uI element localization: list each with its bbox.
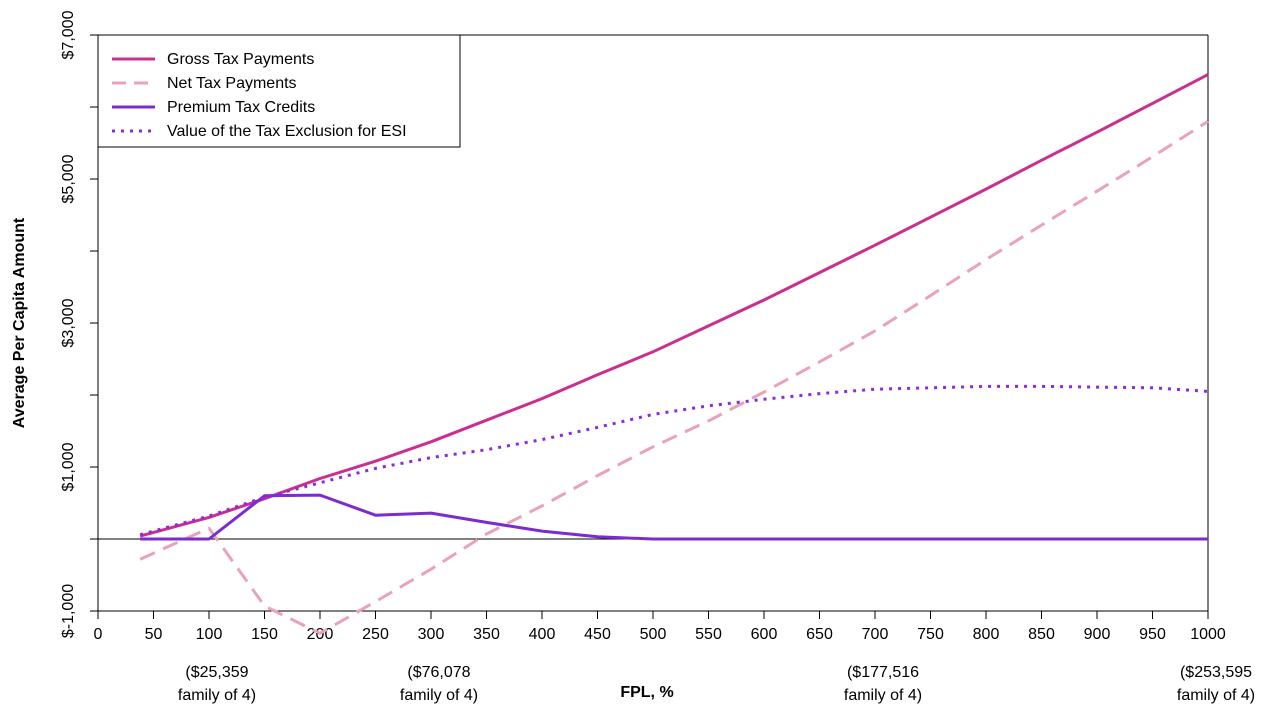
legend-label: Premium Tax Credits: [167, 99, 315, 116]
x-tick-label: 950: [1139, 626, 1166, 643]
x-tick-label: 400: [529, 626, 556, 643]
x-tick-label: 250: [362, 626, 389, 643]
x-tick-label: 350: [473, 626, 500, 643]
y-tick-label: $7,000: [60, 10, 77, 59]
x-axis-annotations: ($25,359 family of 4) ($76,078 family of 4)…: [178, 664, 1255, 704]
x-annotation-line2: family of 4): [844, 687, 922, 704]
x-tick-label: 50: [145, 626, 163, 643]
y-axis-title: Average Per Capita Amount: [11, 217, 28, 428]
x-tick-label: 100: [196, 626, 223, 643]
series-line-3: [140, 493, 1208, 541]
x-annotation-line2: family of 4): [400, 687, 478, 704]
x-annotation-line1: ($253,595: [1180, 664, 1252, 681]
y-axis-ticks: $-1,000 $1,000 $3,000 $5,000 $7,000: [60, 10, 98, 638]
legend-label: Value of the Tax Exclusion for ESI: [167, 123, 407, 140]
legend: Gross Tax Payments Net Tax Payments Premiu…: [97, 34, 461, 148]
y-tick-label: $1,000: [60, 442, 77, 491]
x-tick-label: 800: [973, 626, 1000, 643]
series-line-1: [139, 73, 1209, 538]
x-axis-ticks: 0 50 100 150 200 250 300 350 400 450 500 550 600 650 7…: [94, 611, 1226, 643]
x-tick-label: 600: [751, 626, 778, 643]
x-annotation-line1: ($25,359: [185, 664, 248, 681]
x-annotation-line2: family of 4): [1177, 687, 1255, 704]
x-tick-label: 850: [1028, 626, 1055, 643]
x-tick-label: 0: [94, 626, 103, 643]
x-tick-label: 300: [418, 626, 445, 643]
series-line-2: [139, 120, 1209, 635]
legend-label: Gross Tax Payments: [167, 51, 314, 68]
y-tick-label: $3,000: [60, 298, 77, 347]
legend-label: Net Tax Payments: [167, 75, 297, 92]
x-tick-label: 500: [640, 626, 667, 643]
y-tick-label: $5,000: [60, 154, 77, 203]
x-tick-label: 650: [806, 626, 833, 643]
x-axis-title: FPL, %: [620, 684, 673, 701]
x-annotation-line1: ($76,078: [407, 664, 470, 681]
series-layer: [139, 73, 1209, 635]
x-tick-label: 900: [1084, 626, 1111, 643]
x-annotation-line1: ($177,516: [847, 664, 919, 681]
legend-box: [97, 34, 461, 148]
x-tick-label: 450: [584, 626, 611, 643]
x-tick-label: 550: [695, 626, 722, 643]
x-tick-label: 1000: [1190, 626, 1226, 643]
x-tick-label: 700: [862, 626, 889, 643]
x-annotation-line2: family of 4): [178, 687, 256, 704]
x-tick-label: 750: [917, 626, 944, 643]
series-line-4: [139, 384, 1209, 537]
x-tick-label: 150: [251, 626, 278, 643]
y-tick-label: $-1,000: [60, 584, 77, 638]
